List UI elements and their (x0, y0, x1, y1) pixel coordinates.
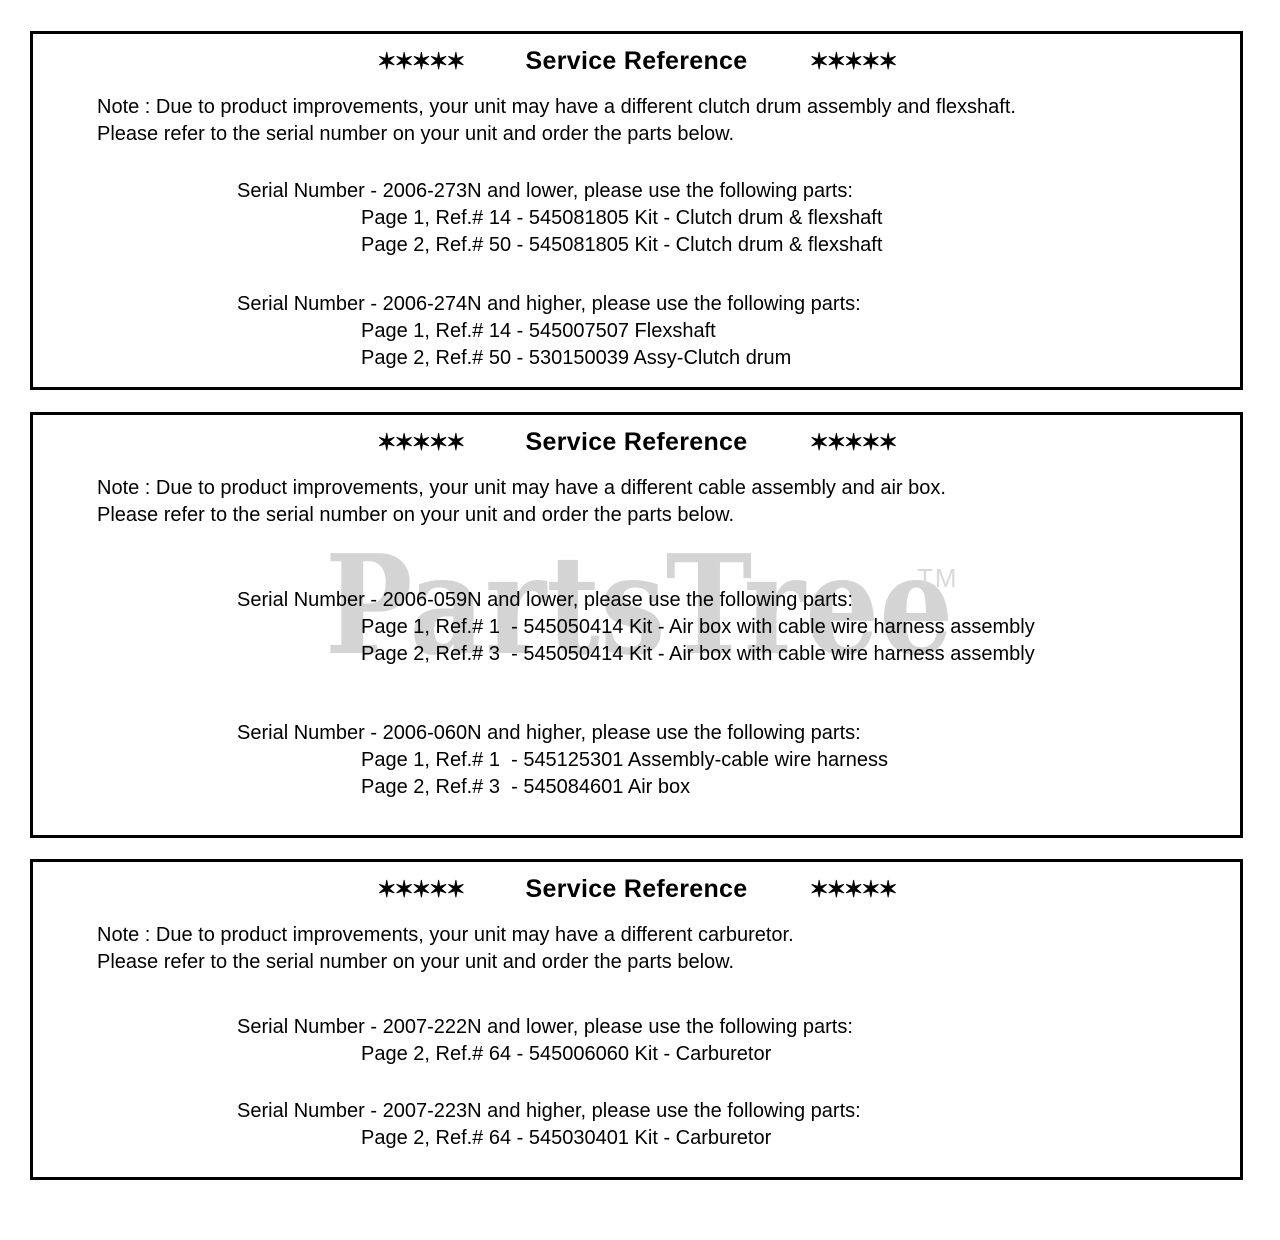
section-title: Service Reference (525, 875, 748, 903)
section-title: Service Reference (525, 47, 748, 75)
service-reference-section-carburetor: ✶✶✶✶✶ Service Reference ✶✶✶✶✶ Note : Due… (30, 859, 1243, 1180)
serial-group: Serial Number - 2006-059N and lower, ple… (33, 587, 1240, 668)
part-line: Page 1, Ref.# 1 - 545050414 Kit - Air bo… (361, 616, 1035, 638)
serial-group: Serial Number - 2007-222N and lower, ple… (33, 1014, 1240, 1068)
section-header: ✶✶✶✶✶ Service Reference ✶✶✶✶✶ (33, 875, 1240, 904)
part-line: Page 2, Ref.# 3 - 545084601 Air box (361, 776, 691, 798)
serial-number-line: Serial Number - 2006-060N and higher, pl… (237, 722, 861, 744)
part-line: Page 1, Ref.# 14 - 545081805 Kit - Clutc… (361, 207, 883, 229)
serial-group: Serial Number - 2007-223N and higher, pl… (33, 1098, 1240, 1152)
serial-number-line: Serial Number - 2006-274N and higher, pl… (237, 293, 861, 315)
note-line: Please refer to the serial number on you… (97, 504, 735, 526)
part-line: Page 1, Ref.# 1 - 545125301 Assembly-cab… (361, 749, 888, 771)
serial-number-line: Serial Number - 2007-222N and lower, ple… (237, 1016, 853, 1038)
note-line: Note : Due to product improvements, your… (97, 96, 1016, 118)
part-line: Page 2, Ref.# 3 - 545050414 Kit - Air bo… (361, 643, 1035, 665)
service-reference-section-clutch-drum: ✶✶✶✶✶ Service Reference ✶✶✶✶✶ Note : Due… (30, 31, 1243, 390)
stars-left-icon: ✶✶✶✶✶ (377, 48, 465, 74)
stars-right-icon: ✶✶✶✶✶ (809, 48, 897, 74)
part-line: Page 2, Ref.# 64 - 545030401 Kit - Carbu… (361, 1127, 772, 1149)
part-line: Page 2, Ref.# 50 - 530150039 Assy-Clutch… (361, 347, 792, 369)
part-line: Page 2, Ref.# 64 - 545006060 Kit - Carbu… (361, 1043, 772, 1065)
note-block: Note : Due to product improvements, your… (97, 475, 1240, 529)
serial-number-line: Serial Number - 2007-223N and higher, pl… (237, 1100, 861, 1122)
serial-group: Serial Number - 2006-060N and higher, pl… (33, 720, 1240, 801)
section-header: ✶✶✶✶✶ Service Reference ✶✶✶✶✶ (33, 47, 1240, 76)
serial-group: Serial Number - 2006-273N and lower, ple… (33, 178, 1240, 259)
serial-number-line: Serial Number - 2006-059N and lower, ple… (237, 589, 853, 611)
stars-right-icon: ✶✶✶✶✶ (809, 429, 897, 455)
note-line: Note : Due to product improvements, your… (97, 477, 946, 499)
stars-left-icon: ✶✶✶✶✶ (377, 429, 465, 455)
note-line: Please refer to the serial number on you… (97, 123, 735, 145)
section-title: Service Reference (525, 428, 748, 456)
part-line: Page 1, Ref.# 14 - 545007507 Flexshaft (361, 320, 716, 342)
note-block: Note : Due to product improvements, your… (97, 922, 1240, 976)
note-line: Please refer to the serial number on you… (97, 951, 735, 973)
stars-left-icon: ✶✶✶✶✶ (377, 876, 465, 902)
note-block: Note : Due to product improvements, your… (97, 94, 1240, 148)
part-line: Page 2, Ref.# 50 - 545081805 Kit - Clutc… (361, 234, 883, 256)
stars-right-icon: ✶✶✶✶✶ (809, 876, 897, 902)
note-line: Note : Due to product improvements, your… (97, 924, 794, 946)
service-reference-section-air-box: PartsTree TM ✶✶✶✶✶ Service Reference ✶✶✶… (30, 412, 1243, 838)
section-header: ✶✶✶✶✶ Service Reference ✶✶✶✶✶ (33, 428, 1240, 457)
serial-number-line: Serial Number - 2006-273N and lower, ple… (237, 180, 853, 202)
serial-group: Serial Number - 2006-274N and higher, pl… (33, 291, 1240, 372)
